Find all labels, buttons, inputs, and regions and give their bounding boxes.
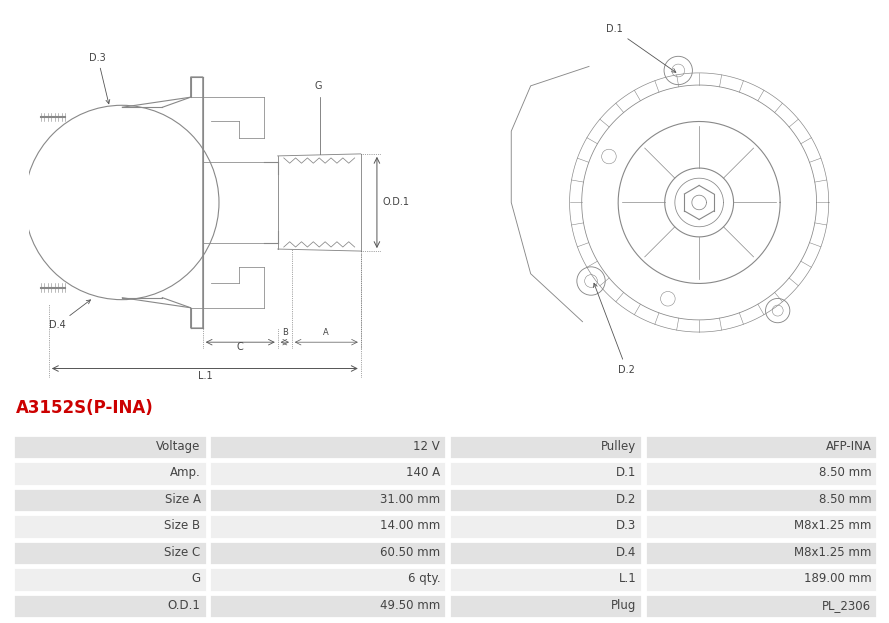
Text: D.1: D.1 [616,466,637,479]
Text: 8.50 mm: 8.50 mm [819,493,871,506]
Text: D.3: D.3 [90,53,109,103]
FancyBboxPatch shape [209,514,446,539]
FancyBboxPatch shape [645,488,877,512]
Text: PL_2306: PL_2306 [822,599,871,612]
Text: Voltage: Voltage [156,440,201,452]
Text: D.4: D.4 [49,300,91,330]
FancyBboxPatch shape [209,567,446,592]
FancyBboxPatch shape [13,594,206,619]
FancyBboxPatch shape [209,541,446,566]
Text: C: C [236,342,244,352]
Text: G: G [191,572,201,585]
FancyBboxPatch shape [13,488,206,512]
Text: G: G [315,81,322,91]
Text: 189.00 mm: 189.00 mm [804,572,871,585]
FancyBboxPatch shape [449,461,642,486]
FancyBboxPatch shape [209,594,446,619]
Text: D.2: D.2 [616,493,637,506]
FancyBboxPatch shape [449,594,642,619]
FancyBboxPatch shape [449,514,642,539]
FancyBboxPatch shape [13,435,206,459]
FancyBboxPatch shape [13,567,206,592]
FancyBboxPatch shape [13,461,206,486]
FancyBboxPatch shape [209,435,446,459]
FancyBboxPatch shape [449,567,642,592]
Text: 140 A: 140 A [406,466,440,479]
Text: Size B: Size B [164,519,201,532]
FancyBboxPatch shape [645,435,877,459]
Text: A: A [324,328,329,337]
FancyBboxPatch shape [449,541,642,566]
Text: L.1: L.1 [197,371,212,381]
FancyBboxPatch shape [645,461,877,486]
Text: M8x1.25 mm: M8x1.25 mm [794,519,871,532]
Text: 12 V: 12 V [413,440,440,452]
FancyBboxPatch shape [645,514,877,539]
Text: D.3: D.3 [616,519,637,532]
FancyBboxPatch shape [449,435,642,459]
Text: Pulley: Pulley [601,440,637,452]
FancyBboxPatch shape [13,514,206,539]
Text: D.1: D.1 [606,24,676,72]
FancyBboxPatch shape [209,461,446,486]
FancyBboxPatch shape [645,567,877,592]
Text: A3152S(P-INA): A3152S(P-INA) [16,399,154,417]
FancyBboxPatch shape [449,488,642,512]
Text: M8x1.25 mm: M8x1.25 mm [794,546,871,559]
Text: 8.50 mm: 8.50 mm [819,466,871,479]
Text: Size A: Size A [164,493,201,506]
Text: D.4: D.4 [616,546,637,559]
FancyBboxPatch shape [209,488,446,512]
Text: L.1: L.1 [619,572,637,585]
Text: Plug: Plug [611,599,637,612]
Text: 60.50 mm: 60.50 mm [380,546,440,559]
Text: Amp.: Amp. [170,466,201,479]
Text: O.D.1: O.D.1 [383,197,410,207]
FancyBboxPatch shape [645,594,877,619]
Text: D.2: D.2 [594,283,635,374]
Text: 14.00 mm: 14.00 mm [380,519,440,532]
Text: 31.00 mm: 31.00 mm [380,493,440,506]
Text: 6 qty.: 6 qty. [407,572,440,585]
FancyBboxPatch shape [645,541,877,566]
Text: B: B [282,328,287,337]
Text: Size C: Size C [164,546,201,559]
FancyBboxPatch shape [13,541,206,566]
Text: 49.50 mm: 49.50 mm [380,599,440,612]
Text: O.D.1: O.D.1 [168,599,201,612]
Text: AFP-INA: AFP-INA [826,440,871,452]
